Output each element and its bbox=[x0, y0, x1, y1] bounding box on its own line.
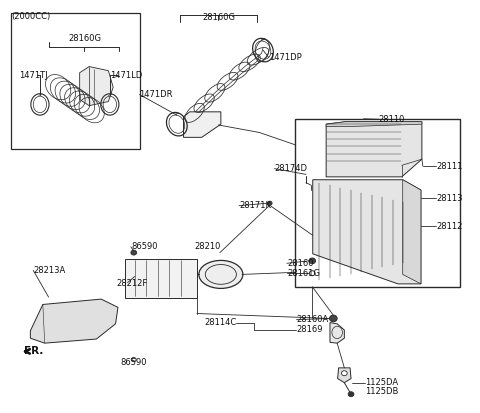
Polygon shape bbox=[337, 368, 351, 383]
Polygon shape bbox=[313, 180, 421, 284]
Text: 28114C: 28114C bbox=[204, 318, 236, 327]
Text: 28171K: 28171K bbox=[239, 201, 271, 210]
Text: 28110: 28110 bbox=[379, 115, 405, 124]
Circle shape bbox=[329, 315, 337, 322]
Polygon shape bbox=[403, 180, 421, 284]
Circle shape bbox=[341, 371, 347, 376]
Text: 28169: 28169 bbox=[297, 325, 323, 335]
Circle shape bbox=[131, 250, 137, 255]
Text: 1471DR: 1471DR bbox=[140, 90, 173, 99]
Ellipse shape bbox=[199, 261, 243, 288]
Text: (2000CC): (2000CC) bbox=[11, 12, 50, 21]
Text: 28160G: 28160G bbox=[68, 34, 101, 43]
Circle shape bbox=[132, 358, 136, 362]
Text: 1125DA: 1125DA bbox=[365, 378, 398, 387]
Polygon shape bbox=[326, 122, 422, 127]
Polygon shape bbox=[326, 122, 422, 177]
Text: 28174D: 28174D bbox=[275, 164, 308, 173]
Circle shape bbox=[348, 392, 354, 396]
Text: 28113: 28113 bbox=[436, 194, 463, 203]
Text: 28160A: 28160A bbox=[297, 315, 329, 324]
Text: 28112: 28112 bbox=[436, 222, 463, 231]
Text: 1125DB: 1125DB bbox=[365, 387, 399, 396]
Text: 1471LD: 1471LD bbox=[110, 71, 142, 80]
Text: 86590: 86590 bbox=[131, 242, 157, 252]
Bar bbox=[295, 119, 460, 287]
Text: 28210: 28210 bbox=[194, 242, 221, 252]
Text: 28160G: 28160G bbox=[202, 13, 235, 21]
Text: 1471DP: 1471DP bbox=[269, 53, 301, 62]
Text: 28212F: 28212F bbox=[117, 279, 148, 288]
Text: 86590: 86590 bbox=[120, 358, 147, 367]
Circle shape bbox=[309, 258, 316, 264]
Text: 28111: 28111 bbox=[436, 161, 463, 171]
Polygon shape bbox=[30, 299, 118, 343]
Polygon shape bbox=[80, 66, 113, 106]
Text: FR.: FR. bbox=[24, 347, 43, 356]
Polygon shape bbox=[330, 323, 344, 343]
Text: 28160: 28160 bbox=[287, 259, 313, 268]
Polygon shape bbox=[183, 112, 221, 138]
Bar bbox=[125, 259, 197, 298]
Text: 1471TJ: 1471TJ bbox=[19, 71, 48, 80]
Text: 28161G: 28161G bbox=[287, 269, 320, 278]
Circle shape bbox=[310, 271, 315, 275]
Text: 28213A: 28213A bbox=[33, 266, 65, 275]
Circle shape bbox=[267, 201, 272, 205]
Bar bbox=[11, 13, 141, 149]
